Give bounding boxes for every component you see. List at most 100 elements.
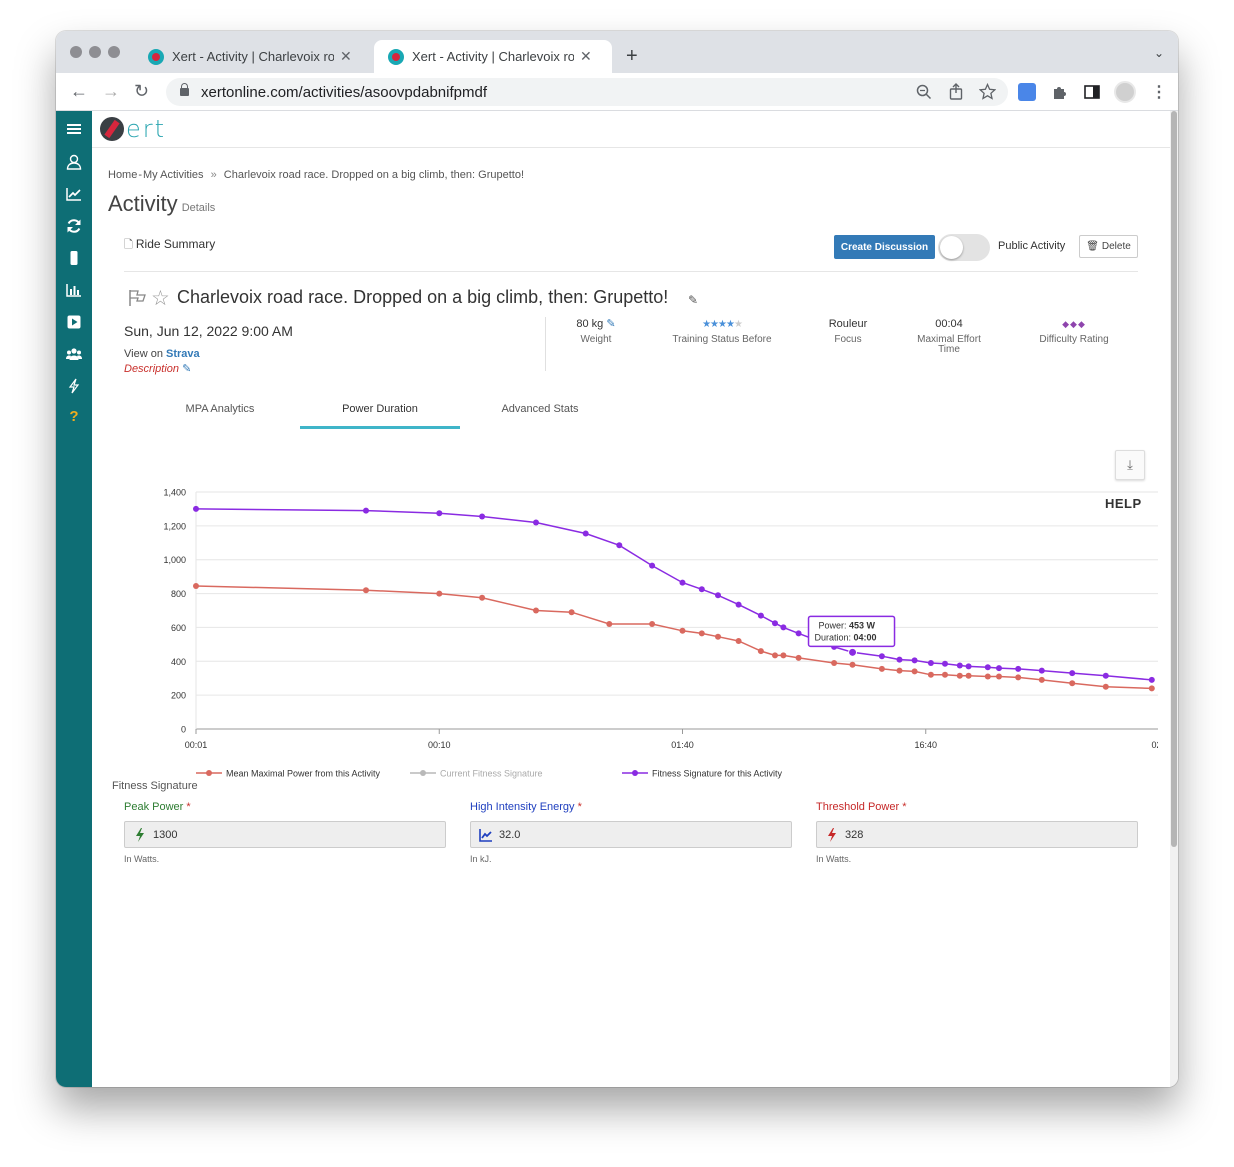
page-scrollbar[interactable] xyxy=(1170,111,1178,1087)
user-icon[interactable] xyxy=(66,154,82,170)
zoom-window-button[interactable] xyxy=(108,46,120,58)
profile-avatar-icon[interactable] xyxy=(1114,81,1136,103)
data-point xyxy=(735,638,742,644)
threshold-power-field[interactable]: 328 xyxy=(816,821,1138,848)
header-divider xyxy=(92,147,1170,148)
breadcrumb-home-link[interactable]: Home xyxy=(108,169,138,181)
trend-icon[interactable] xyxy=(66,186,82,202)
browser-tab-1[interactable]: Xert - Activity | Charlevoix road race. … xyxy=(134,40,372,73)
edit-weight-pencil-icon[interactable]: ✎ xyxy=(606,318,616,330)
share-icon[interactable] xyxy=(948,83,964,100)
high-intensity-energy-field[interactable]: 32.0 xyxy=(470,821,792,848)
edit-description-pencil-icon: ✎ xyxy=(182,363,192,375)
delete-button[interactable]: 🗑 Delete xyxy=(1079,235,1138,258)
legend-label: Fitness Signature for this Activity xyxy=(652,769,783,779)
create-discussion-button[interactable]: Create Discussion xyxy=(834,235,935,259)
data-point xyxy=(479,513,486,520)
legend-item[interactable]: Fitness Signature for this Activity xyxy=(622,769,783,779)
threshold-power-label: Threshold Power * xyxy=(816,801,907,813)
xert-logo[interactable]: ert xyxy=(100,115,166,143)
kebab-menu-icon[interactable]: ⋮ xyxy=(1151,84,1167,101)
extensions-puzzle-icon[interactable] xyxy=(1051,83,1069,101)
data-point xyxy=(679,579,686,586)
stats-divider xyxy=(545,317,546,371)
data-point xyxy=(849,661,856,668)
tab-search-chevron-icon[interactable]: ⌄ xyxy=(1153,46,1164,60)
refresh-icon[interactable] xyxy=(66,218,82,234)
help-link[interactable]: HELP xyxy=(1105,496,1142,511)
peak-power-label: Peak Power * xyxy=(124,801,191,813)
data-point xyxy=(780,624,787,631)
xert-favicon-icon xyxy=(388,48,404,65)
peak-power-field[interactable]: 1300 xyxy=(124,821,446,848)
data-point xyxy=(1069,680,1076,687)
y-tick-label: 1,400 xyxy=(163,488,186,498)
side-panel-icon[interactable] xyxy=(1083,83,1101,101)
public-activity-toggle[interactable] xyxy=(938,234,990,261)
bar-chart-icon[interactable] xyxy=(66,282,82,298)
menu-icon[interactable] xyxy=(66,121,82,137)
legend-item[interactable]: Current Fitness Signature xyxy=(410,769,543,779)
new-tab-icon[interactable]: + xyxy=(626,45,638,67)
close-tab-icon[interactable]: ✕ xyxy=(580,48,592,64)
group-icon[interactable] xyxy=(66,346,82,362)
scrollbar-thumb[interactable] xyxy=(1171,111,1177,847)
data-point xyxy=(363,587,369,594)
x-tick-label: 16:40 xyxy=(914,740,937,750)
tab-power-duration[interactable]: Power Duration xyxy=(300,397,460,429)
ride-summary-heading: 🗋 Ride Summary xyxy=(124,236,215,255)
favorite-star-icon[interactable]: ☆ xyxy=(151,287,170,310)
data-point xyxy=(965,672,972,679)
trash-icon: 🗑 xyxy=(1086,241,1099,252)
maximal-effort-time-value: 00:04 xyxy=(935,318,963,330)
summary-divider xyxy=(124,271,1138,272)
data-point xyxy=(878,665,885,672)
lock-icon xyxy=(180,83,189,96)
tab-title: Xert - Activity | Charlevoix road race. … xyxy=(412,49,574,64)
data-point xyxy=(1102,683,1109,690)
edit-title-pencil-icon[interactable]: ✎ xyxy=(688,293,699,307)
bolt-icon[interactable] xyxy=(66,378,82,394)
translate-extension-icon[interactable] xyxy=(1018,83,1036,101)
breadcrumb-my-activities-link[interactable]: My Activities xyxy=(143,169,204,181)
tab-mpa-analytics[interactable]: MPA Analytics xyxy=(185,403,255,415)
main-content: ert Home-My Activities » Charlevoix road… xyxy=(92,111,1170,1087)
high-intensity-energy-label: High Intensity Energy * xyxy=(470,801,582,813)
x-tick-label: 00:10 xyxy=(428,740,451,750)
reload-icon[interactable]: ↻ xyxy=(134,81,150,101)
activity-date: Sun, Jun 12, 2022 9:00 AM xyxy=(124,323,293,339)
play-icon[interactable] xyxy=(66,314,82,330)
address-bar[interactable]: xertonline.com/activities/asoovpdabnifpm… xyxy=(166,78,1008,106)
data-point xyxy=(772,620,778,627)
required-mark: * xyxy=(186,801,191,813)
data-point xyxy=(965,663,972,670)
data-point xyxy=(568,609,575,616)
close-tab-icon[interactable]: ✕ xyxy=(340,48,352,64)
legend-item[interactable]: Mean Maximal Power from this Activity xyxy=(196,769,381,779)
browser-tab-2[interactable]: Xert - Activity | Charlevoix road race. … xyxy=(374,40,612,73)
bookmark-star-icon[interactable] xyxy=(979,83,996,100)
back-arrow-icon[interactable]: ← xyxy=(70,81,88,101)
zoom-icon[interactable] xyxy=(916,84,932,100)
legend-label: Mean Maximal Power from this Activity xyxy=(226,769,381,779)
data-point xyxy=(698,586,705,593)
flag-icon[interactable] xyxy=(128,289,148,307)
tab-strip: Xert - Activity | Charlevoix road race. … xyxy=(56,31,1178,73)
close-window-button[interactable] xyxy=(70,46,82,58)
y-tick-label: 400 xyxy=(171,657,186,667)
forward-arrow-icon[interactable]: → xyxy=(102,81,120,101)
mobile-icon[interactable] xyxy=(66,250,82,266)
description-link[interactable]: Description ✎ xyxy=(124,362,191,375)
tooltip-power: Power: 453 W xyxy=(819,620,876,630)
data-point xyxy=(715,592,721,599)
weight-label: Weight xyxy=(580,334,612,345)
tab-advanced-stats[interactable]: Advanced Stats xyxy=(501,403,579,415)
download-chart-button[interactable]: ⤓ xyxy=(1115,450,1145,480)
question-icon[interactable]: ? xyxy=(69,408,79,425)
fitness-signature-heading: Fitness Signature xyxy=(112,780,198,792)
minimize-window-button[interactable] xyxy=(89,46,101,58)
threshold-power-label-text: Threshold Power xyxy=(816,801,900,813)
peak-power-help: In Watts. xyxy=(124,854,160,864)
peak-power-label-text: Peak Power xyxy=(124,801,184,813)
strava-link[interactable]: Strava xyxy=(166,348,200,360)
